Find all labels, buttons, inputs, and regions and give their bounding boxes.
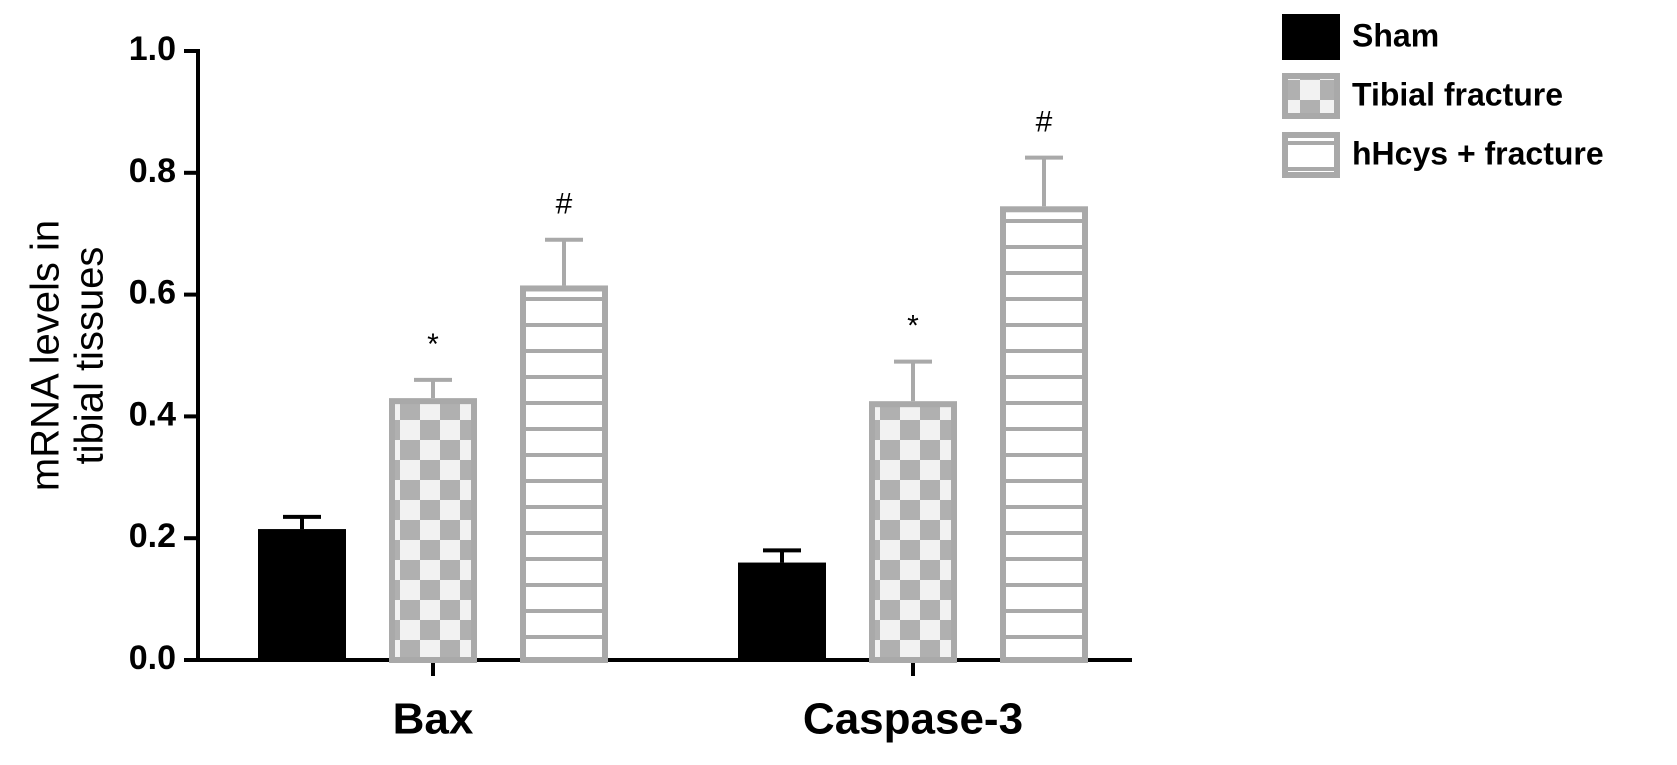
x-tick-label: Caspase-3	[803, 695, 1023, 744]
y-tick-label: 0.0	[129, 639, 176, 677]
y-tick-label: 1.0	[129, 30, 176, 68]
y-tick-label: 0.8	[129, 152, 176, 190]
bar	[869, 401, 957, 663]
annotation: #	[556, 188, 573, 221]
legend-label: Sham	[1352, 17, 1439, 53]
x-tick-label: Bax	[393, 695, 474, 744]
bar	[738, 562, 826, 660]
bar	[1000, 206, 1088, 663]
annotation: #	[1036, 105, 1053, 138]
legend-swatch	[1282, 14, 1340, 60]
legend-swatch	[1282, 73, 1340, 119]
legend-label: Tibial fracture	[1352, 76, 1563, 112]
annotation: *	[907, 310, 919, 343]
y-axis-label: tibial tissues	[68, 247, 112, 465]
y-tick-label: 0.4	[129, 395, 176, 433]
bar	[389, 398, 477, 663]
legend-swatch	[1282, 132, 1340, 178]
y-axis-label: mRNA levels in	[24, 220, 68, 491]
bar	[258, 529, 346, 660]
y-tick-label: 0.2	[129, 517, 176, 555]
legend-label: hHcys + fracture	[1352, 135, 1604, 171]
annotation: *	[427, 328, 439, 361]
bar	[520, 285, 608, 663]
y-tick-label: 0.6	[129, 274, 176, 312]
